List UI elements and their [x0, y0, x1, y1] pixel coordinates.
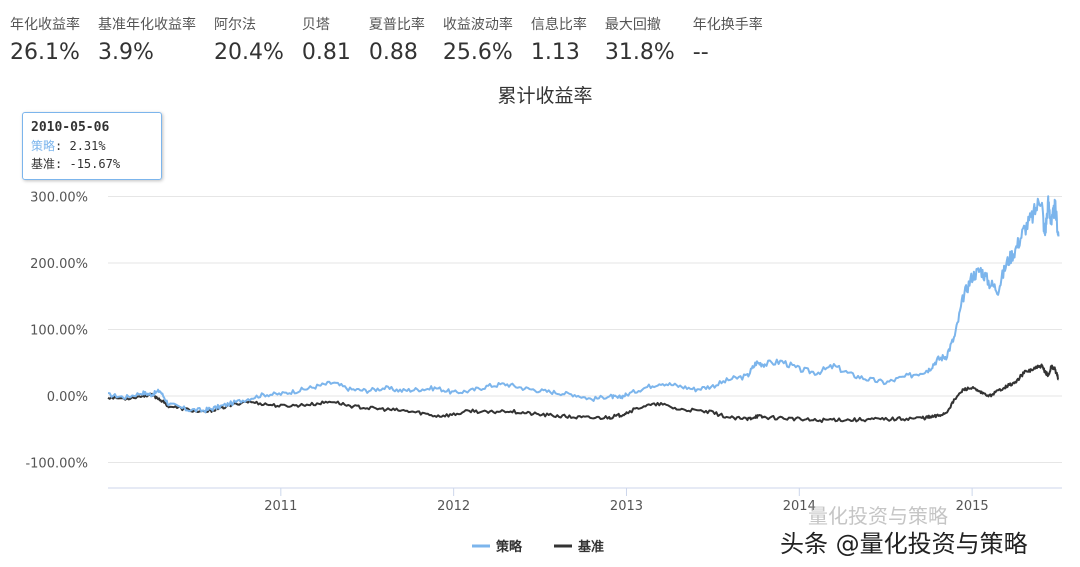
metric-label: 阿尔法: [214, 17, 256, 33]
metric-8: 年化换手率 --: [693, 14, 763, 65]
watermark-bold: 头条 @量化投资与策略: [780, 530, 1028, 558]
tooltip-series2-value: -15.67%: [69, 157, 121, 171]
watermark-faint: 量化投资与策略: [808, 504, 948, 528]
metric-1: 基准年化收益率 3.9%: [98, 14, 196, 65]
series-line-benchmark: [107, 363, 1060, 424]
series-line-strategy: [107, 195, 1060, 414]
y-tick-label: 300.00%: [30, 191, 88, 206]
metric-label: 最大回撤: [604, 17, 661, 33]
metric-label: 信息比率: [530, 17, 587, 33]
metric-2: 阿尔法 20.4%: [214, 14, 284, 65]
metric-3: 贝塔 0.81: [302, 14, 351, 65]
metric-value: 25.6%: [442, 40, 513, 65]
y-tick-label: 200.00%: [30, 257, 88, 272]
metric-value: 0.81: [301, 40, 351, 65]
metric-5: 收益波动率 25.6%: [443, 14, 513, 65]
x-tick-label: 2012: [437, 499, 470, 514]
metric-value: 31.8%: [604, 40, 675, 65]
metric-4: 夏普比率 0.88: [369, 14, 425, 65]
tooltip-series2-name: 基准: [31, 157, 56, 171]
x-tick-label: 2015: [956, 499, 989, 514]
legend-label: 基准: [577, 539, 604, 555]
metric-label: 年化换手率: [692, 17, 763, 33]
metric-value: 0.88: [368, 40, 418, 65]
metric-value: 20.4%: [214, 40, 284, 65]
chart-tooltip: 2010-05-06 策略: 2.31% 基准: -15.67%: [22, 112, 162, 180]
metric-value: --: [692, 40, 709, 65]
tooltip-date: 2010-05-06: [31, 120, 110, 135]
metric-0: 年化收益率 26.1%: [10, 14, 80, 65]
y-tick-label: 100.00%: [30, 324, 88, 339]
legend-label: 策略: [496, 539, 523, 555]
metric-6: 信息比率 1.13: [531, 14, 587, 65]
metric-value: 1.13: [530, 40, 580, 65]
y-tick-label: 0.00%: [47, 390, 88, 405]
tooltip-series1-value: 2.31%: [69, 139, 106, 153]
y-tick-label: -100.00%: [25, 457, 88, 472]
x-tick-label: 2013: [610, 499, 643, 514]
metric-value: 3.9%: [98, 40, 154, 65]
metric-value: 26.1%: [10, 40, 80, 65]
metric-label: 夏普比率: [368, 17, 425, 33]
tooltip-series1-name: 策略: [31, 139, 56, 153]
metrics-bar: 年化收益率 26.1% 基准年化收益率 3.9% 阿尔法 20.4% 贝塔 0.81 夏普比率 0…: [10, 14, 781, 65]
x-tick-label: 2011: [264, 499, 297, 514]
metric-label: 年化收益率: [10, 17, 80, 33]
metric-label: 收益波动率: [442, 17, 513, 33]
metric-7: 最大回撤 31.8%: [605, 14, 675, 65]
metric-label: 贝塔: [301, 17, 330, 33]
metric-label: 基准年化收益率: [98, 17, 196, 33]
chart-title: 累计收益率: [497, 85, 592, 107]
x-tick-label: 2014: [783, 499, 816, 514]
